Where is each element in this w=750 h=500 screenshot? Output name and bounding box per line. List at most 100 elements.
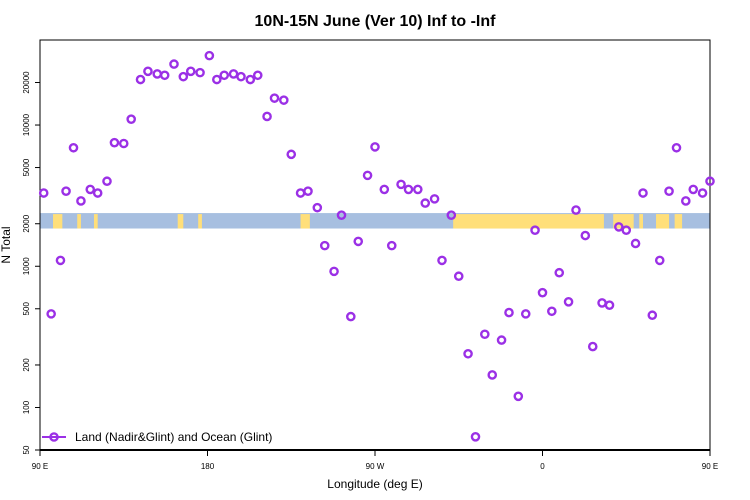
data-point: [236, 71, 246, 82]
data-point: [537, 287, 548, 298]
data-point: [621, 225, 632, 236]
data-point: [614, 222, 624, 232]
data-point: [705, 176, 715, 187]
data-point: [520, 309, 531, 319]
land-patch: [93, 214, 98, 229]
data-point: [252, 70, 263, 81]
data-point: [228, 69, 239, 79]
data-point: [102, 176, 112, 187]
data-point: [547, 306, 557, 317]
y-tick-label: 1000: [22, 257, 31, 275]
data-point: [46, 309, 56, 319]
data-point: [286, 149, 297, 160]
land-patch: [300, 214, 310, 229]
y-tick-label: 100: [22, 400, 31, 414]
data-point: [92, 188, 103, 198]
data-point: [109, 137, 120, 148]
data-point: [429, 194, 440, 204]
data-point: [353, 236, 364, 247]
data-point: [513, 391, 524, 402]
x-tick-label: 90 E: [702, 462, 718, 471]
data-point: [143, 66, 153, 77]
data-point: [604, 300, 615, 310]
data-point: [647, 310, 658, 321]
data-point: [470, 432, 481, 442]
data-point: [487, 370, 498, 380]
y-tick-label: 5000: [22, 158, 31, 176]
data-point: [587, 341, 598, 352]
plot-frame: [39, 39, 711, 451]
data-point: [85, 184, 96, 195]
land-patch: [639, 214, 643, 229]
data-point: [386, 240, 397, 251]
x-tick-label: 90 W: [366, 462, 385, 471]
y-tick-label: 500: [22, 302, 31, 316]
land-patch: [613, 214, 634, 229]
x-axis-label: Longitude (deg E): [327, 477, 422, 491]
land-patch: [53, 214, 63, 229]
data-point: [195, 67, 205, 78]
y-tick-label: 10000: [22, 113, 31, 136]
data-point: [319, 240, 330, 251]
data-point: [638, 188, 648, 198]
legend-label: Land (Nadir&Glint) and Ocean (Glint): [75, 430, 272, 444]
data-point: [346, 311, 356, 322]
land-patch: [656, 214, 670, 229]
data-point: [303, 186, 313, 196]
data-point: [413, 184, 423, 195]
data-point: [204, 50, 215, 61]
data-point: [597, 298, 607, 308]
data-point: [370, 142, 380, 152]
data-point: [55, 255, 66, 266]
data-point: [336, 210, 347, 220]
land-ocean-strip: [40, 213, 710, 229]
data-point: [580, 230, 591, 241]
data-point: [504, 307, 514, 318]
data-point: [169, 59, 179, 69]
land-patch: [198, 214, 202, 229]
legend-circle-marker: [49, 432, 59, 442]
data-point: [329, 266, 339, 277]
data-point: [61, 186, 71, 196]
data-point: [554, 267, 565, 278]
data-point: [269, 93, 280, 103]
chart-title: 10N-15N June (Ver 10) Inf to -Inf: [255, 13, 497, 30]
data-point: [654, 255, 665, 266]
data-point: [295, 188, 306, 198]
x-axis-ticks: 90 E 180 90 W 0 90 E: [32, 450, 718, 471]
y-tick-label: 2000: [22, 214, 31, 232]
data-point: [76, 196, 86, 206]
y-axis-ticks: 50 100 200 500 1000 2000 5000 10000 20000: [22, 71, 40, 454]
data-point: [453, 271, 464, 282]
land-patch: [77, 214, 81, 229]
x-tick-label: 0: [540, 462, 545, 471]
data-point: [118, 138, 129, 149]
data-point: [379, 184, 390, 195]
y-axis-label: N Total: [0, 226, 13, 263]
data-point: [681, 196, 691, 206]
data-point: [563, 297, 574, 307]
data-point: [630, 238, 641, 249]
y-tick-label: 200: [22, 358, 31, 372]
data-point: [185, 66, 196, 77]
data-point: [496, 335, 507, 345]
data-point: [245, 74, 256, 85]
data-point: [396, 179, 406, 190]
data-point: [688, 184, 699, 195]
data-point: [463, 348, 473, 359]
land-patch: [453, 214, 543, 229]
data-point: [279, 95, 289, 105]
data-point: [403, 184, 414, 195]
data-point: [219, 70, 230, 81]
data-point: [446, 210, 457, 220]
y-tick-label: 50: [22, 445, 31, 454]
data-point: [159, 70, 170, 81]
data-point: [437, 255, 447, 266]
y-tick-label: 20000: [22, 71, 31, 94]
data-point: [362, 170, 373, 181]
land-patch: [542, 214, 604, 229]
data-points: [38, 50, 715, 442]
data-point: [420, 198, 431, 208]
data-point: [671, 142, 682, 153]
